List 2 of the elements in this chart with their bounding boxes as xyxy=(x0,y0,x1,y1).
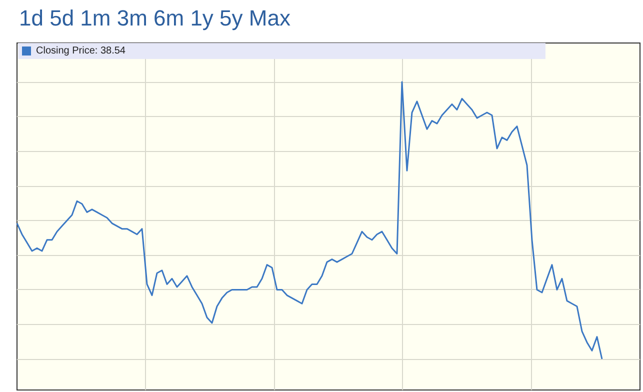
legend-label: Closing Price: 38.54 xyxy=(36,46,126,56)
chart-title: 1d 5d 1m 3m 6m 1y 5y Max xyxy=(19,6,290,30)
